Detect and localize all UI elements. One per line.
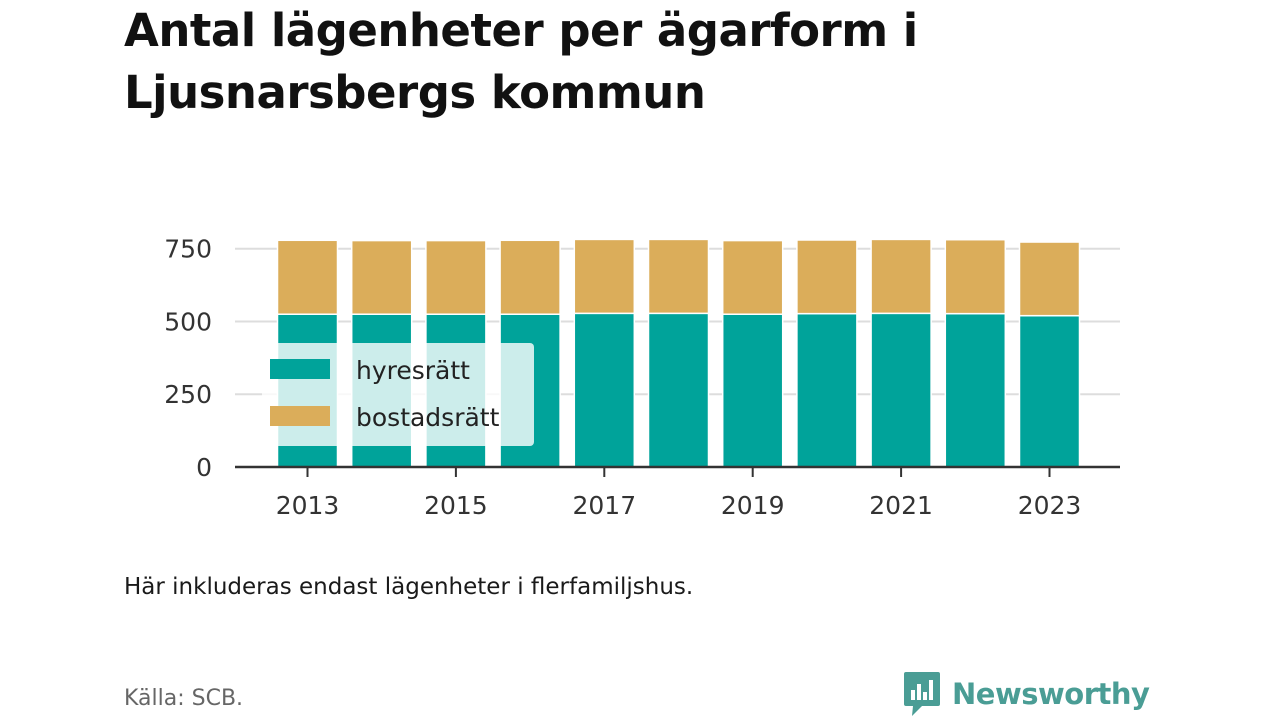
bar-hyresratt-2023 <box>1018 314 1081 468</box>
legend-label-hyresratt: hyresrätt <box>356 356 470 385</box>
bar-hyresratt-2019 <box>721 313 784 468</box>
source-text: Källa: SCB. <box>124 686 244 711</box>
bar-bostadsratt-2021 <box>870 238 932 315</box>
x-axis-ticks: 2013 2015 2017 2019 2021 2023 <box>276 467 1082 520</box>
bar-bostadsratt-2023 <box>1018 241 1081 317</box>
bar-hyresratt-2018 <box>647 312 710 468</box>
bar-hyresratt-2017 <box>573 312 636 468</box>
bar-hyresratt-2022 <box>944 312 1007 468</box>
bar-bostadsratt-2022 <box>944 238 1007 315</box>
bar-bostadsratt-2019 <box>721 239 784 315</box>
x-tick-label: 2017 <box>572 491 636 520</box>
legend-label-bostadsratt: bostadsrätt <box>356 403 500 432</box>
legend-swatch-hyresratt <box>270 359 330 379</box>
x-tick-label: 2021 <box>869 491 933 520</box>
x-tick-label: 2019 <box>721 491 785 520</box>
newsworthy-logo-icon <box>904 672 940 716</box>
y-tick-label: 250 <box>164 380 212 409</box>
x-tick-label: 2023 <box>1018 491 1082 520</box>
bar-bostadsratt-2017 <box>573 238 636 315</box>
legend: hyresrätt bostadsrätt <box>262 343 534 446</box>
bar-bostadsratt-2016 <box>499 239 561 315</box>
newsworthy-brand: Newsworthy <box>902 670 1150 718</box>
bar-bostadsratt-2014 <box>350 239 413 315</box>
bar-hyresratt-2020 <box>796 312 858 468</box>
chart-note: Här inkluderas endast lägenheter i flerf… <box>124 574 694 600</box>
x-tick-label: 2013 <box>276 491 340 520</box>
y-tick-label: 750 <box>164 235 212 264</box>
bar-bostadsratt-2018 <box>647 238 710 315</box>
chart-title: Antal lägenheter per ägarform i Ljusnars… <box>124 4 918 119</box>
bar-bostadsratt-2020 <box>796 239 858 315</box>
y-tick-label: 500 <box>164 307 212 336</box>
legend-swatch-bostadsratt <box>270 406 330 426</box>
x-tick-label: 2015 <box>424 491 488 520</box>
brand-name: Newsworthy <box>952 677 1150 711</box>
y-axis-ticks: 0 250 500 750 <box>164 235 212 482</box>
bar-bostadsratt-2015 <box>425 239 487 315</box>
bars <box>276 238 1081 468</box>
y-tick-label: 0 <box>196 453 212 482</box>
bar-bostadsratt-2013 <box>276 239 339 315</box>
bar-hyresratt-2021 <box>870 312 932 468</box>
